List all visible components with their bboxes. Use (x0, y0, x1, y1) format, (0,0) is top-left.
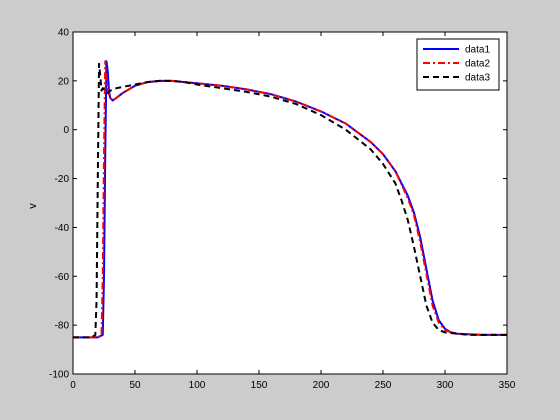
x-tick-labels: 0 50 100 150 200 250 300 350 (70, 380, 516, 391)
y-tick-label: 20 (58, 76, 70, 87)
x-tick-label: 0 (70, 380, 76, 391)
legend-label-data2: data2 (465, 59, 490, 70)
y-axis-label: v (27, 203, 39, 209)
x-tick-label: 300 (437, 380, 454, 391)
x-tick-label: 50 (129, 380, 141, 391)
y-tick-label: -20 (55, 174, 70, 185)
axes-box (72, 31, 508, 375)
legend-label-data3: data3 (465, 73, 490, 84)
series-line-data2 (73, 60, 507, 339)
y-tick-labels: -100 -80 -60 -40 -20 0 20 40 (49, 28, 69, 381)
x-tick-label: 250 (375, 380, 392, 391)
x-tick-label: 100 (189, 380, 206, 391)
y-tick-label: -80 (55, 321, 70, 332)
legend-box (416, 38, 500, 91)
y-tick-label: -60 (55, 272, 70, 283)
series-line-data3 (73, 62, 507, 339)
legend-label-data1: data1 (465, 45, 490, 56)
y-tick-label: 0 (63, 125, 69, 136)
legend: data1 data2 data3 (416, 38, 500, 91)
y-tick-label: -40 (55, 223, 70, 234)
x-tick-label: 350 (499, 380, 516, 391)
x-tick-label: 150 (251, 380, 268, 391)
x-tick-label: 200 (313, 380, 330, 391)
y-tick-label: -100 (49, 370, 69, 381)
y-tick-label: 40 (58, 28, 70, 39)
series-layer (73, 60, 507, 339)
